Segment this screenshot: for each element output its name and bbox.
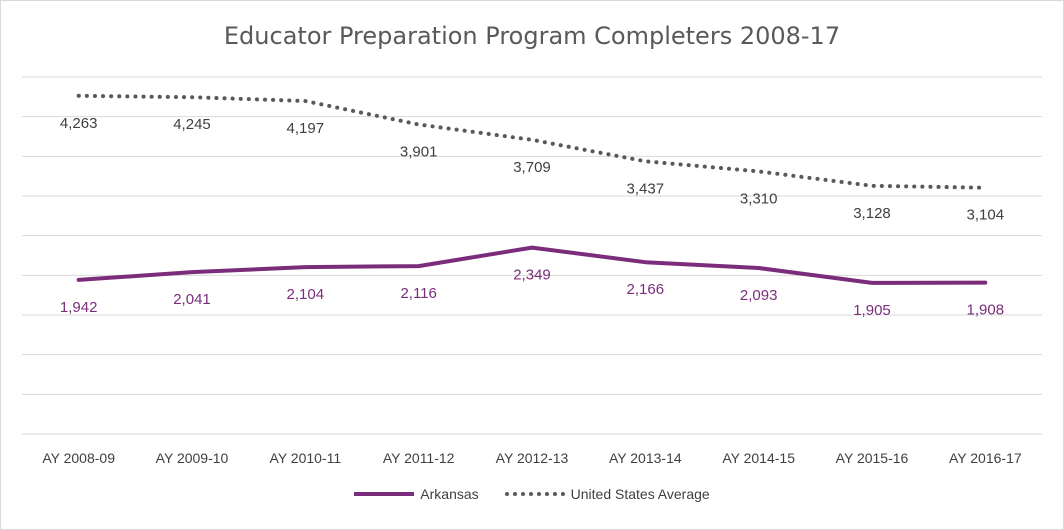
x-tick-label: AY 2008-09 (42, 450, 115, 466)
x-tick-label: AY 2009-10 (156, 450, 229, 466)
legend-item-arkansas: Arkansas (354, 486, 479, 502)
data-label-arkansas: 2,093 (740, 287, 778, 304)
series-line-arkansas (76, 245, 988, 285)
x-tick-label: AY 2016-17 (949, 450, 1022, 466)
data-label-us-average: 3,437 (627, 180, 665, 197)
legend-swatch-us-average (504, 492, 565, 496)
data-label-us-average: 4,263 (60, 115, 98, 132)
legend: Arkansas United States Average (0, 486, 1064, 502)
data-label-us-average: 4,197 (287, 120, 325, 137)
data-label-arkansas: 2,116 (400, 285, 436, 302)
x-tick-label: AY 2010-11 (270, 450, 342, 466)
data-label-arkansas: 1,905 (853, 302, 891, 319)
data-label-arkansas: 1,942 (60, 299, 98, 316)
data-label-us-average: 3,709 (513, 159, 551, 176)
legend-label-arkansas: Arkansas (420, 486, 479, 502)
x-tick-label: AY 2012-13 (496, 450, 569, 466)
data-label-arkansas: 2,166 (627, 281, 665, 298)
data-label-arkansas: 2,041 (173, 291, 211, 308)
x-tick-label: AY 2014-15 (722, 450, 795, 466)
data-label-arkansas: 1,908 (967, 302, 1005, 319)
data-label-us-average: 3,104 (967, 207, 1005, 224)
legend-item-us-average: United States Average (504, 486, 710, 502)
legend-label-us-average: United States Average (570, 486, 710, 502)
data-label-us-average: 4,245 (173, 116, 211, 133)
series-line-us-average (76, 93, 988, 190)
data-label-arkansas: 2,104 (287, 286, 325, 303)
chart-title: Educator Preparation Program Completers … (223, 22, 841, 50)
data-label-us-average: 3,901 (400, 144, 438, 161)
legend-swatch-arkansas (354, 492, 415, 496)
data-label-us-average: 3,310 (740, 190, 778, 207)
data-label-us-average: 3,128 (853, 205, 891, 222)
x-tick-label: AY 2013-14 (609, 450, 682, 466)
x-tick-label: AY 2015-16 (836, 450, 909, 466)
data-label-arkansas: 2,349 (513, 267, 551, 284)
x-tick-label: AY 2011-12 (383, 450, 455, 466)
